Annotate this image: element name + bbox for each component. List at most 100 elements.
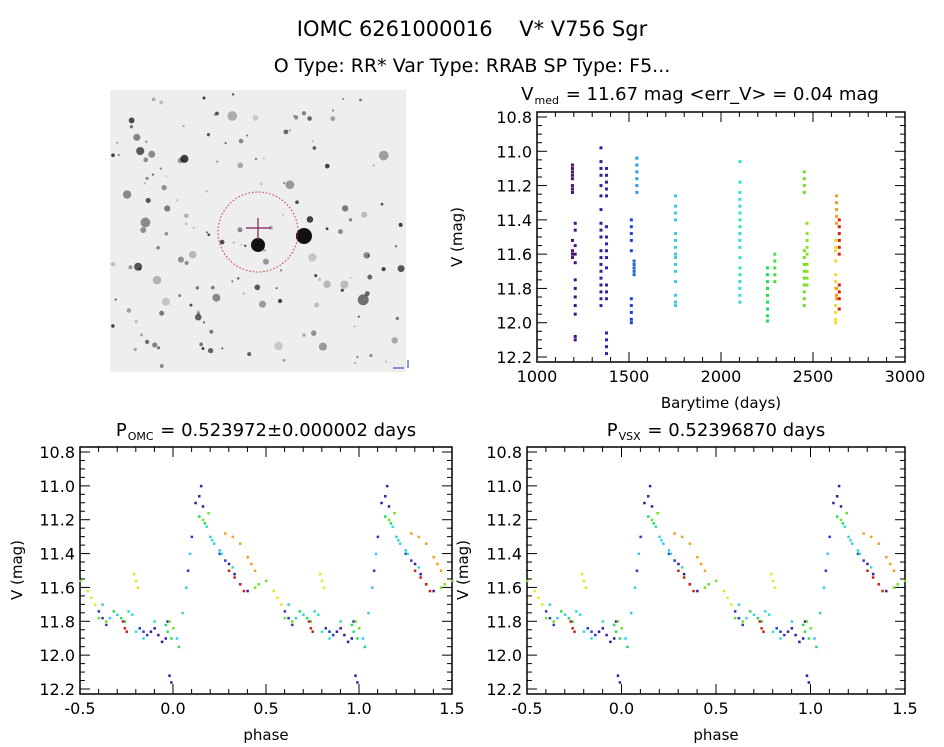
- data-point: [605, 235, 608, 239]
- star: [245, 134, 249, 137]
- data-point: [635, 156, 639, 160]
- data-point: [410, 559, 413, 562]
- data-point: [533, 589, 537, 593]
- data-point: [760, 620, 763, 623]
- data-point: [599, 269, 603, 273]
- star: [184, 222, 188, 226]
- data-point: [756, 616, 760, 620]
- star: [313, 302, 320, 308]
- data-point: [680, 535, 684, 539]
- star: [318, 342, 327, 351]
- data-point: [132, 572, 136, 576]
- data-point: [614, 620, 618, 623]
- data-point: [170, 681, 173, 684]
- data-point: [212, 542, 216, 545]
- star: [307, 116, 312, 121]
- data-point: [376, 535, 380, 539]
- star: [348, 218, 353, 222]
- data-point: [773, 259, 777, 263]
- plot-frame: [79, 446, 453, 695]
- star: [224, 142, 227, 145]
- data-point: [86, 589, 89, 593]
- data-point: [639, 535, 642, 539]
- x-tick-label: 0.5: [703, 699, 728, 718]
- data-point: [367, 611, 370, 615]
- star: [357, 315, 360, 318]
- data-point: [309, 627, 313, 630]
- star: [337, 229, 343, 235]
- star: [254, 157, 258, 161]
- neighbor-star: [296, 228, 312, 244]
- target-star: [251, 238, 265, 252]
- data-point: [153, 620, 156, 623]
- y-tick-label: 11.2: [39, 511, 75, 530]
- data-point: [828, 535, 831, 539]
- data-point: [674, 245, 677, 249]
- data-point: [548, 616, 552, 620]
- data-point: [896, 583, 899, 586]
- data-point: [391, 525, 394, 528]
- star: [363, 252, 370, 259]
- star: [189, 303, 193, 307]
- data-point: [227, 562, 231, 566]
- data-point: [526, 579, 529, 583]
- star: [205, 190, 208, 193]
- data-point: [404, 552, 407, 556]
- data-point: [599, 166, 603, 170]
- data-point: [207, 511, 210, 515]
- data-point: [599, 290, 603, 294]
- star: [111, 324, 115, 328]
- data-point: [738, 211, 742, 215]
- data-point: [177, 645, 181, 649]
- data-point: [802, 184, 806, 188]
- y-tick-label: 12.0: [486, 646, 522, 665]
- data-point: [802, 304, 806, 308]
- star: [361, 211, 368, 218]
- data-point: [633, 586, 637, 589]
- data-point: [760, 627, 763, 630]
- data-point: [674, 232, 677, 236]
- data-point: [845, 511, 848, 515]
- data-point: [413, 569, 417, 572]
- data-point: [802, 297, 806, 301]
- data-point: [635, 569, 639, 572]
- data-point: [246, 589, 249, 593]
- data-point: [410, 532, 413, 535]
- data-point: [439, 569, 443, 572]
- data-point: [573, 630, 576, 633]
- star: [380, 202, 384, 206]
- y-tick-label: 11.2: [496, 177, 532, 196]
- phase-plot-omc: P OMC = 0.523972±0.000002 days 10.8 11.0 11.…: [8, 420, 465, 744]
- data-point: [537, 596, 540, 600]
- data-point: [775, 627, 778, 630]
- data-point: [224, 559, 227, 562]
- data-point: [629, 297, 633, 301]
- star: [164, 231, 169, 236]
- data-point: [738, 204, 742, 208]
- data-point: [90, 596, 93, 600]
- data-point: [888, 562, 892, 566]
- star: [143, 157, 149, 163]
- data-point: [570, 190, 574, 194]
- data-point: [605, 297, 608, 301]
- data-point: [629, 304, 633, 308]
- data-point: [696, 555, 699, 559]
- data-point: [320, 579, 324, 583]
- data-point: [674, 211, 677, 215]
- x-axis-label: phase: [693, 726, 738, 744]
- data-point: [578, 613, 582, 617]
- data-point: [834, 304, 838, 308]
- data-point: [116, 613, 119, 617]
- data-point: [835, 495, 839, 498]
- data-point: [764, 610, 767, 613]
- data-point: [618, 681, 622, 684]
- data-point: [417, 566, 421, 569]
- star: [306, 216, 314, 223]
- data-point: [835, 208, 838, 212]
- data-point: [605, 173, 608, 177]
- data-point: [769, 572, 773, 576]
- star: [192, 226, 195, 229]
- data-point: [885, 589, 888, 593]
- data-point: [767, 613, 771, 617]
- data-point: [380, 501, 383, 505]
